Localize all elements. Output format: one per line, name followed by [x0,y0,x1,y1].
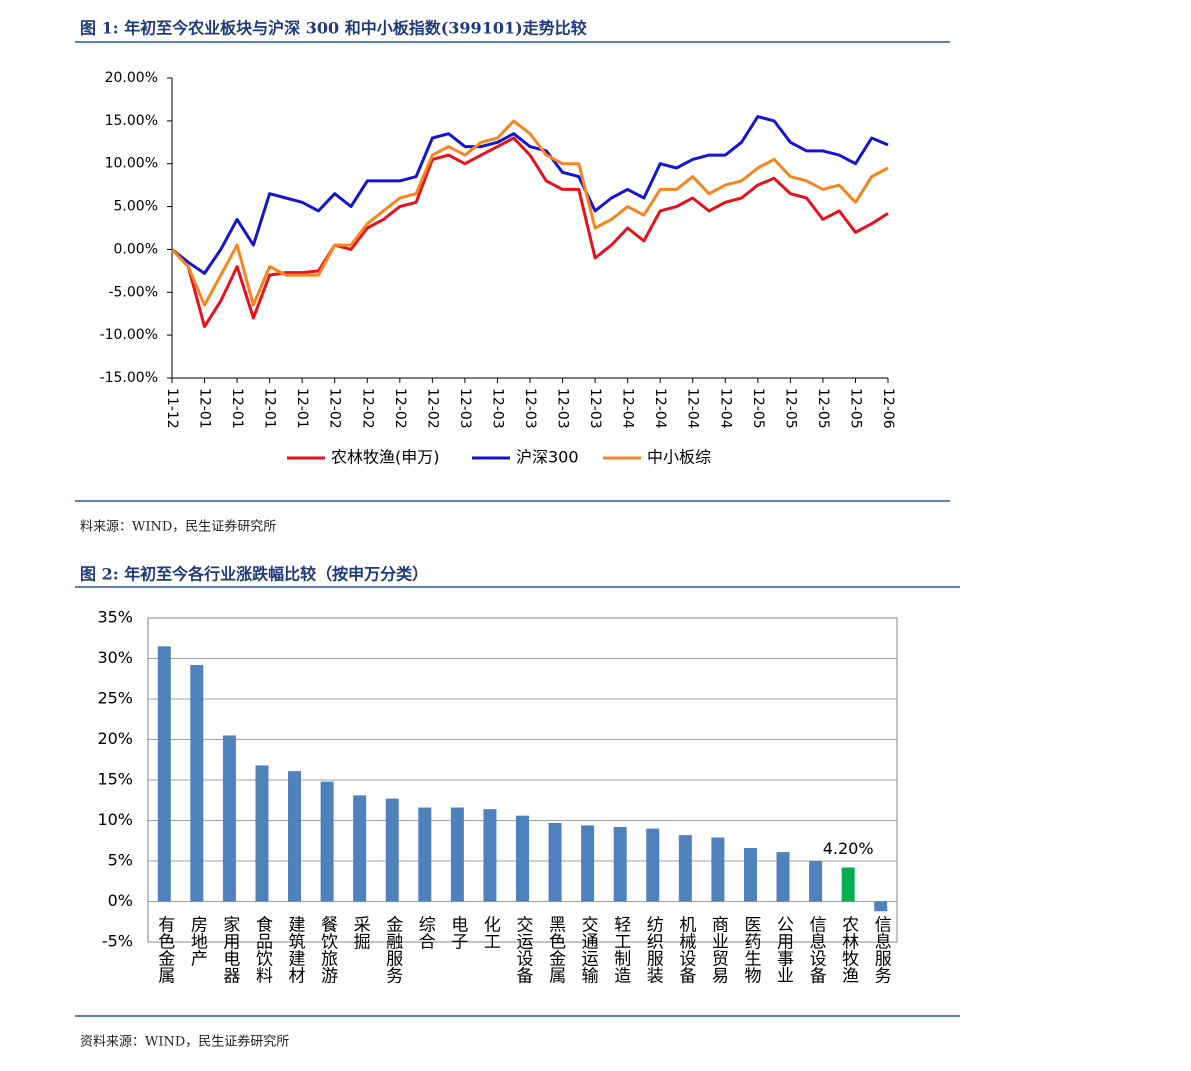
bar [157,646,171,902]
y-tick-label: 30% [97,648,133,667]
x-tick-label: 12-01 [294,388,310,429]
x-tick-label: 化工 [480,915,501,949]
x-tick-label: 有色金属 [154,915,175,983]
bar [809,861,823,902]
x-tick-label: 信息服务 [871,915,892,983]
x-tick-label: 12-03 [489,388,505,429]
x-tick-label: 12-03 [555,388,571,429]
x-tick-label: 12-02 [327,388,343,429]
y-tick-label: 0.00% [114,241,158,257]
x-tick-label: 综合 [415,915,436,949]
x-tick-label: 12-05 [815,388,831,429]
x-tick-label: 医药生物 [740,916,761,984]
series-line [171,115,889,275]
x-tick-label: 12-03 [587,388,603,429]
x-tick-label: 12-03 [457,388,473,429]
series-line [170,136,889,329]
x-tick-label: 采掘 [350,915,371,950]
bar [483,809,497,902]
x-tick-label: 轻工制造 [610,915,631,983]
legend-label: 沪深300 [516,448,579,467]
bar [190,664,204,902]
bar [548,822,562,902]
y-tick-label: 25% [97,689,133,708]
x-tick-label: 建筑建材 [285,915,306,983]
bar [516,815,529,902]
bar [743,848,757,902]
x-tick-label: 12-03 [522,388,538,429]
x-tick-label: 12-01 [229,388,245,429]
y-tick-label: 35% [97,608,133,627]
x-tick-label: 12-05 [750,388,766,429]
bar [353,795,367,902]
x-tick-label: 金融服务 [382,915,403,983]
bar [222,735,236,902]
y-tick-label: 20% [97,729,133,748]
y-tick-label: -5.00% [108,284,158,300]
x-tick-label: 家用电器 [219,915,240,983]
figure-title: 图 1: 年初至今农业板块与沪深 300 和中小板指数(399101)走势比较 [80,19,587,38]
x-tick-label: 食品饮料 [252,915,273,983]
y-tick-label: -15.00% [100,370,158,386]
x-tick-label: 机械设备 [675,915,696,983]
bar [678,835,692,902]
bar [385,798,399,902]
bar [255,765,269,902]
x-tick-label: 信息设备 [806,915,827,983]
bar [874,901,888,912]
x-tick-label: 12-02 [359,388,375,429]
y-tick-label: 15% [97,770,133,789]
y-tick-label: 5% [108,851,133,870]
y-tick-label: 15.00% [105,113,158,129]
plot-frame [147,617,898,943]
x-tick-label: 12-06 [880,388,896,429]
x-tick-label: 11-12 [164,388,180,429]
bar [581,825,595,902]
x-tick-label: 房地产 [187,915,208,966]
x-tick-label: 12-04 [685,388,701,429]
source-note: 资料来源：WIND，民生证券研究所 [80,1034,289,1050]
y-tick-label: 10% [97,810,133,829]
x-tick-label: 12-04 [717,388,733,429]
data-label: 4.20% [823,839,874,858]
bar [418,807,432,902]
bar [450,807,464,902]
x-tick-label: 餐饮旅游 [317,915,338,983]
y-tick-label: 5.00% [114,199,158,215]
x-tick-label: 12-02 [424,388,440,429]
bar [288,771,302,902]
x-tick-label: 12-01 [197,388,213,429]
bar [320,781,334,902]
y-tick-label: 10.00% [105,156,158,172]
x-tick-label: 交通运输 [578,915,599,984]
x-tick-label: 12-05 [782,388,798,429]
x-tick-label: 12-04 [620,388,636,429]
figure-title: 图 2: 年初至今各行业涨跌幅比较（按申万分类） [80,565,428,584]
x-tick-label: 纺织服装 [643,915,664,983]
x-tick-label: 12-02 [392,388,408,429]
x-tick-label: 公用事业 [773,916,794,984]
bar [776,852,790,902]
x-tick-label: 交运设备 [513,915,534,983]
y-tick-label: 0% [108,891,133,910]
y-tick-label: 20.00% [105,70,158,86]
x-tick-label: 12-04 [652,388,668,429]
x-tick-label: 商业贸易 [708,915,729,984]
x-tick-label: 12-05 [847,388,863,429]
bar [613,826,627,902]
x-tick-label: 12-01 [262,388,278,429]
bar [646,828,660,902]
source-note: 料来源：WIND，民生证券研究所 [80,519,276,535]
legend-label: 中小板综 [647,448,711,467]
bar [711,837,725,902]
y-tick-label: -10.00% [100,327,158,343]
series-line [170,119,889,307]
bar [841,867,855,902]
legend-label: 农林牧渔(申万) [331,448,440,467]
y-tick-label: -5% [102,932,133,951]
x-tick-label: 黑色金属 [545,915,566,983]
x-tick-label: 电子 [447,915,468,949]
x-tick-label: 农林牧渔 [838,915,859,983]
